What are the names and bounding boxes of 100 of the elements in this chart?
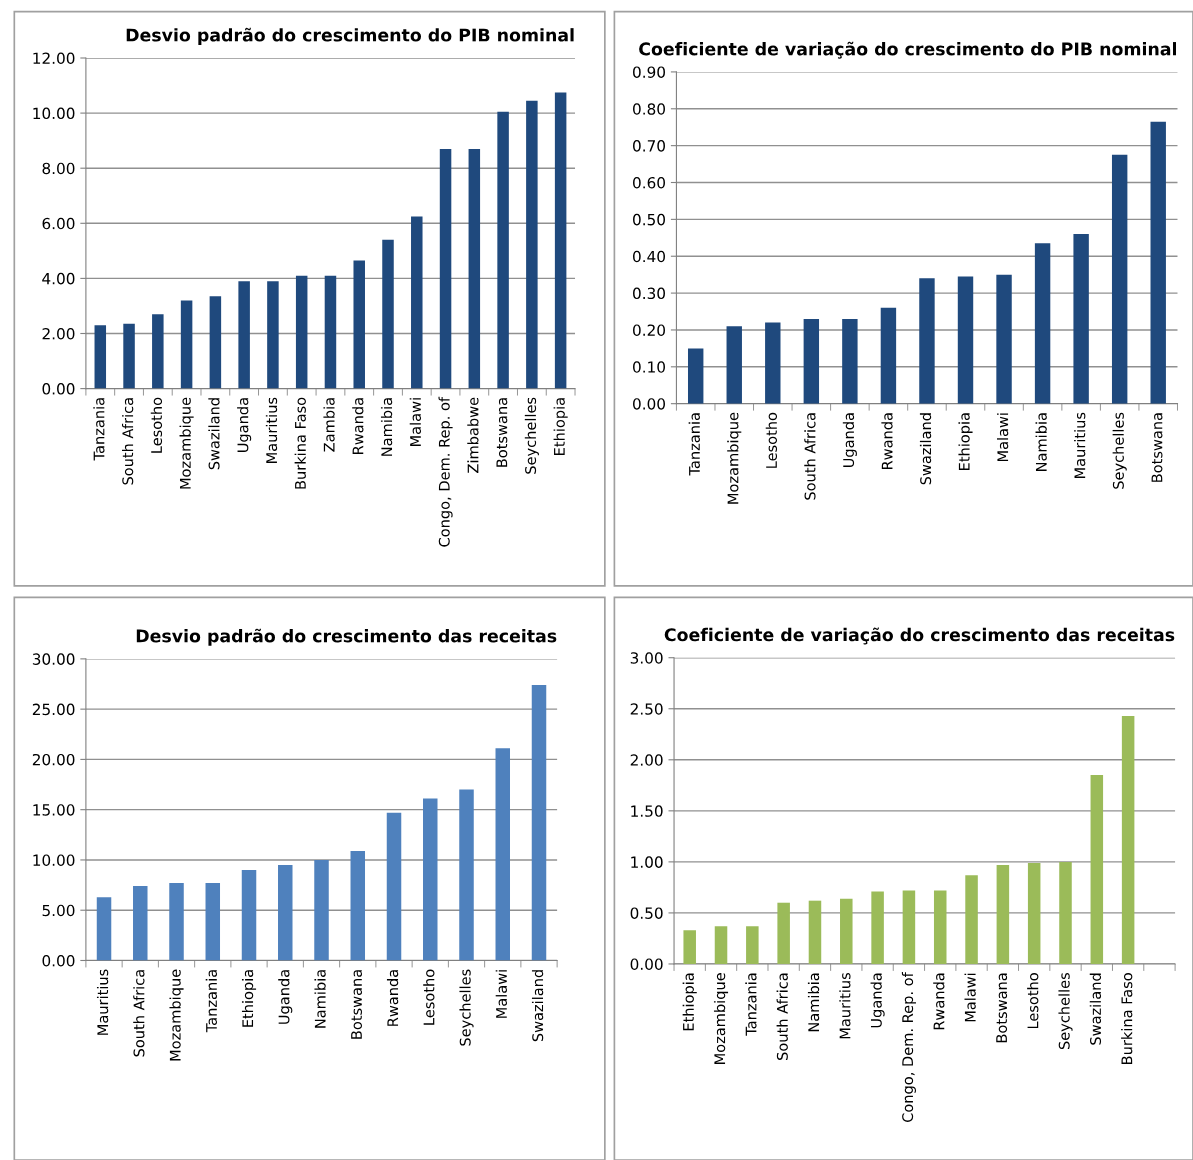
bar: [554, 92, 567, 389]
bar: [238, 281, 250, 389]
bar: [777, 902, 790, 964]
x-tick-label: Lesotho: [1027, 973, 1039, 1029]
bar: [965, 875, 978, 964]
y-tick-label: 0.70: [633, 140, 665, 152]
bar: [353, 260, 365, 389]
bar: [871, 891, 884, 964]
bar: [497, 111, 509, 389]
x-tick-label: Tanzania: [93, 398, 105, 461]
y-tick-label: 10.00: [33, 107, 75, 120]
bar: [687, 348, 704, 404]
x-tick-label: Namibia: [314, 970, 326, 1028]
y-tick-label: 0.00: [42, 383, 75, 395]
y-tick-label: 1.50: [631, 805, 663, 817]
y-tick-label: 2.00: [630, 754, 663, 766]
x-tick-label: Rwanda: [386, 970, 399, 1026]
x-tick-label: Tanzania: [688, 413, 700, 476]
bar: [1090, 775, 1104, 964]
y-tick-label: 4.00: [42, 272, 75, 285]
y-tick-label: 6.00: [42, 217, 75, 230]
bar: [278, 864, 293, 961]
y-tick-label: 12.00: [33, 52, 75, 65]
bar: [996, 864, 1010, 964]
x-tick-label: Botswana: [996, 973, 1008, 1043]
chart-title: Coeficiente de variação do crescimento do PIB nominal: [639, 41, 1177, 59]
bar: [459, 789, 474, 961]
x-tick-label: South Africa: [133, 970, 145, 1057]
y-tick-label: 0.40: [633, 250, 665, 263]
x-tick-label: Seychelles: [459, 969, 474, 1046]
y-tick-label: 1.00: [631, 856, 663, 868]
bar: [1150, 121, 1166, 404]
bar: [295, 275, 308, 389]
x-tick-label: Ethiopia: [241, 970, 257, 1027]
x-tick-label: Botswana: [496, 398, 508, 467]
y-tick-label: 0.10: [633, 361, 665, 373]
bar: [526, 100, 538, 389]
bar: [842, 318, 858, 404]
x-tick-label: Mauritius: [96, 969, 109, 1035]
x-tick-label: Mauritius: [265, 397, 278, 463]
bar: [996, 274, 1012, 404]
y-tick-label: 0.20: [633, 324, 665, 336]
y-tick-label: 30.00: [32, 653, 75, 665]
x-tick-label: Mozambique: [169, 969, 184, 1061]
bar: [123, 323, 135, 389]
x-tick-label: South Africa: [804, 413, 816, 500]
bar: [902, 890, 916, 964]
bar: [205, 883, 221, 961]
y-tick-label: 20.00: [32, 753, 75, 766]
x-tick-label: Ethiopia: [958, 413, 973, 470]
bar: [468, 148, 481, 389]
bar: [1073, 234, 1089, 404]
x-tick-label: Uganda: [842, 413, 857, 468]
y-tick-label: 0.50: [633, 213, 665, 226]
x-tick-label: Swaziland: [208, 398, 220, 470]
x-tick-label: South Africa: [122, 398, 134, 485]
x-tick-label: Malawi: [409, 398, 422, 446]
x-tick-label: Mauritius: [1074, 412, 1086, 478]
y-tick-label: 2.50: [630, 703, 663, 715]
x-tick-label: Tanzania: [745, 973, 757, 1036]
x-tick-label: Tanzania: [205, 970, 217, 1033]
x-tick-label: Uganda: [237, 398, 252, 452]
bar: [133, 886, 148, 961]
bar: [765, 322, 781, 404]
bar: [1027, 862, 1041, 964]
x-tick-label: Zambia: [323, 398, 335, 452]
x-tick-label: Namibia: [807, 973, 820, 1032]
x-tick-label: Malawi: [996, 413, 1009, 462]
bar: [267, 281, 279, 389]
bar: [1121, 715, 1135, 964]
x-tick-label: Ethiopia: [553, 398, 568, 455]
bar: [386, 812, 402, 961]
bar: [880, 307, 897, 404]
y-tick-label: 10.00: [33, 854, 75, 866]
x-tick-label: Seychelles: [524, 397, 539, 474]
x-tick-label: Botswana: [351, 970, 362, 1039]
x-tick-label: Malawi: [964, 973, 976, 1022]
y-tick-label: 0.60: [633, 176, 665, 189]
y-tick-label: 8.00: [42, 162, 75, 175]
x-tick-label: Mauritius: [839, 973, 851, 1039]
y-tick-label: 0.50: [630, 907, 663, 919]
y-tick-label: 0.00: [42, 954, 75, 967]
x-tick-label: Congo, Dem. Rep. of: [438, 396, 453, 547]
chart-title: Coeficiente de variação do crescimento das receitas: [664, 627, 1175, 645]
bar: [1111, 154, 1128, 404]
y-tick-label: 0.90: [633, 66, 665, 78]
bar: [714, 926, 728, 964]
bar: [241, 870, 257, 961]
x-tick-label: Botswana: [1151, 413, 1163, 482]
x-tick-label: South Africa: [776, 973, 788, 1060]
bar: [933, 890, 947, 964]
x-tick-label: Congo, Dem. Rep. of: [901, 972, 916, 1122]
x-tick-label: Ethiopia: [682, 973, 697, 1031]
bar: [96, 897, 112, 961]
y-tick-label: 0.80: [633, 103, 665, 115]
x-tick-label: Swaziland: [1089, 973, 1102, 1045]
bar: [439, 148, 452, 389]
bar: [840, 898, 853, 964]
y-tick-label: 15.00: [33, 804, 75, 816]
y-tick-label: 2.00: [42, 327, 75, 340]
